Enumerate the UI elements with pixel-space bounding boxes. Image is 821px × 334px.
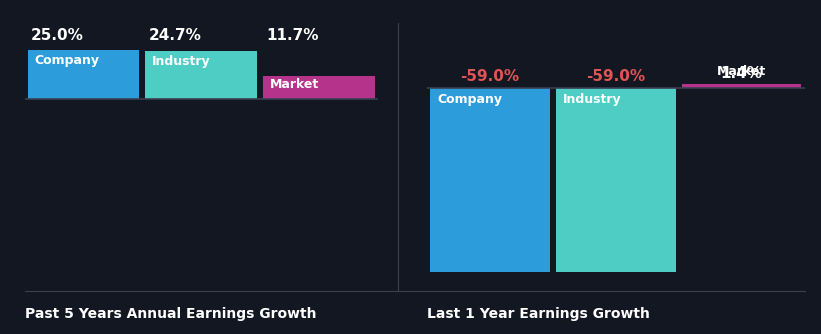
Bar (430, 88, 550, 272)
Text: Industry: Industry (152, 55, 210, 68)
Text: 24.7%: 24.7% (149, 28, 201, 43)
Text: -59.0%: -59.0% (461, 69, 520, 84)
Text: 1.4%: 1.4% (721, 66, 763, 81)
Bar (556, 88, 676, 272)
Text: 25.0%: 25.0% (31, 28, 84, 43)
Text: Last 1 Year Earnings Growth: Last 1 Year Earnings Growth (427, 307, 649, 321)
Bar (681, 84, 801, 88)
Text: -59.0%: -59.0% (586, 69, 645, 84)
Text: Company: Company (438, 94, 502, 107)
Text: Company: Company (34, 54, 99, 67)
Text: Market: Market (269, 78, 319, 91)
Bar (145, 51, 257, 100)
Bar (28, 50, 140, 100)
Text: Past 5 Years Annual Earnings Growth: Past 5 Years Annual Earnings Growth (25, 307, 316, 321)
Text: Market: Market (717, 65, 766, 78)
Text: 11.7%: 11.7% (266, 28, 319, 43)
Text: Industry: Industry (563, 94, 621, 107)
Bar (263, 76, 374, 100)
